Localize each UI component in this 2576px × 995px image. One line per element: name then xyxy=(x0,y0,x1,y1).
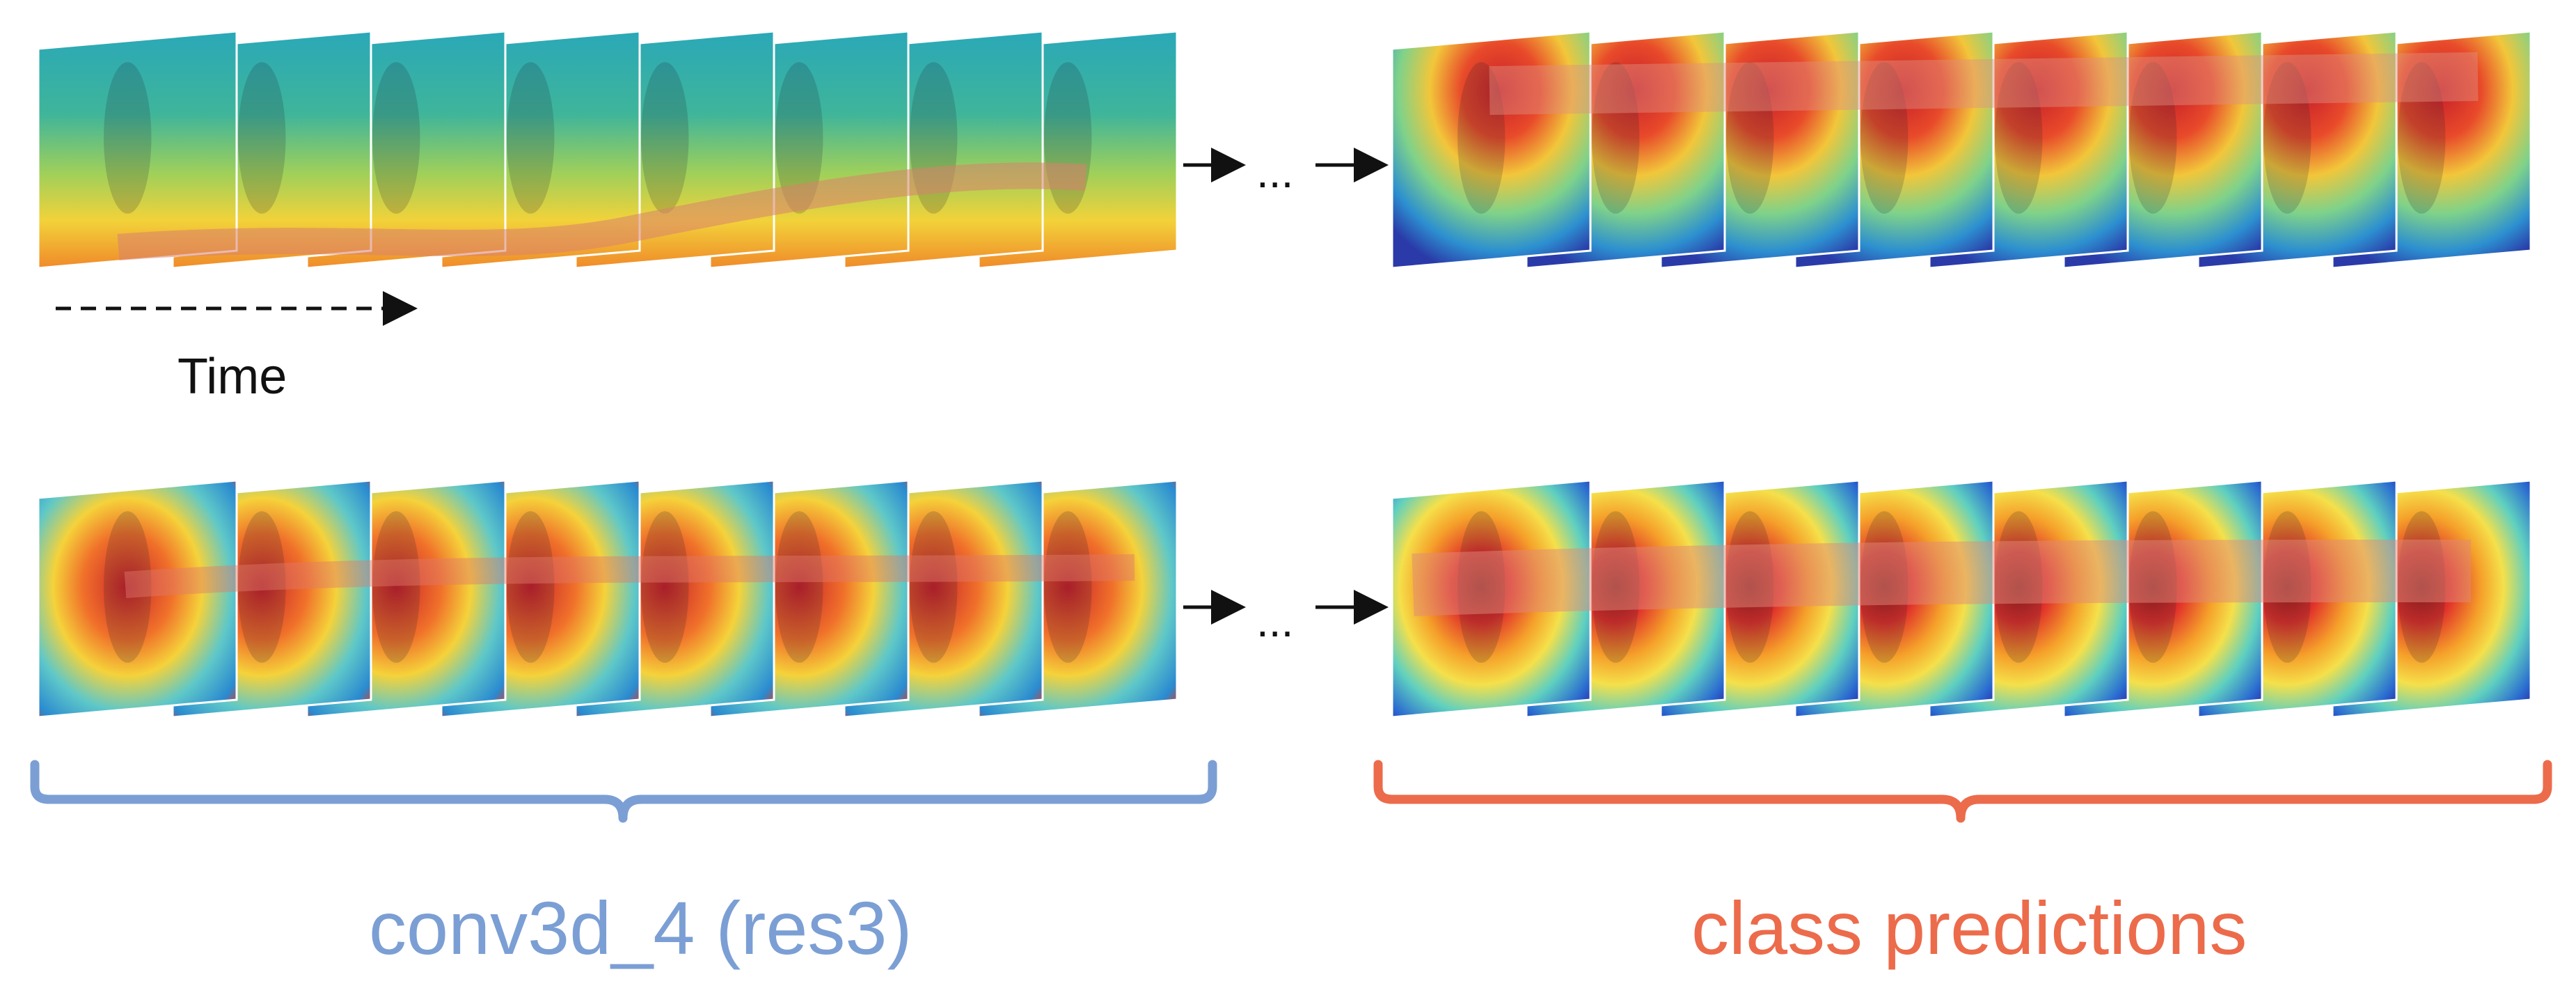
person-silhouette xyxy=(372,511,420,663)
person-silhouette xyxy=(104,511,152,663)
bottom-right-frame-sequence xyxy=(1391,479,2532,719)
person-silhouette xyxy=(641,62,689,214)
person-silhouette xyxy=(1592,62,1640,214)
person-silhouette xyxy=(507,62,555,214)
person-silhouette xyxy=(1044,511,1092,663)
person-silhouette xyxy=(775,511,823,663)
person-silhouette xyxy=(507,511,555,663)
person-silhouette xyxy=(2263,62,2312,214)
bottom-right-track-band xyxy=(1412,540,2472,616)
heatmap-frame xyxy=(1391,30,1592,269)
top-left-track-band xyxy=(117,162,1087,260)
person-silhouette xyxy=(775,62,823,214)
bottom-left-frame-sequence xyxy=(37,479,1178,719)
top-ellipsis: ... xyxy=(1256,147,1294,197)
person-silhouette xyxy=(372,62,420,214)
bottom-left-track-band xyxy=(124,554,1135,598)
person-silhouette xyxy=(1860,62,1909,214)
left-brace xyxy=(30,760,1217,823)
top-right-track-band xyxy=(1489,52,2479,115)
person-silhouette xyxy=(2398,62,2446,214)
heatmap-frame xyxy=(37,479,238,719)
person-silhouette xyxy=(2129,62,2177,214)
time-label: Time xyxy=(177,349,287,405)
person-silhouette xyxy=(641,511,689,663)
top-left-frame-sequence xyxy=(37,30,1178,269)
person-silhouette xyxy=(1457,62,1506,214)
bottom-ellipsis: ... xyxy=(1256,596,1294,646)
person-silhouette xyxy=(1726,62,1774,214)
person-silhouette xyxy=(1044,62,1092,214)
person-silhouette xyxy=(238,62,286,214)
person-silhouette xyxy=(104,62,152,214)
person-silhouette xyxy=(238,511,286,663)
person-silhouette xyxy=(910,511,958,663)
person-silhouette xyxy=(1995,62,2043,214)
left-bracket-label: conv3d_4 (res3) xyxy=(369,886,912,970)
right-brace xyxy=(1373,760,2552,823)
top-right-frame-sequence xyxy=(1391,30,2532,269)
right-bracket-label: class predictions xyxy=(1691,886,2247,970)
